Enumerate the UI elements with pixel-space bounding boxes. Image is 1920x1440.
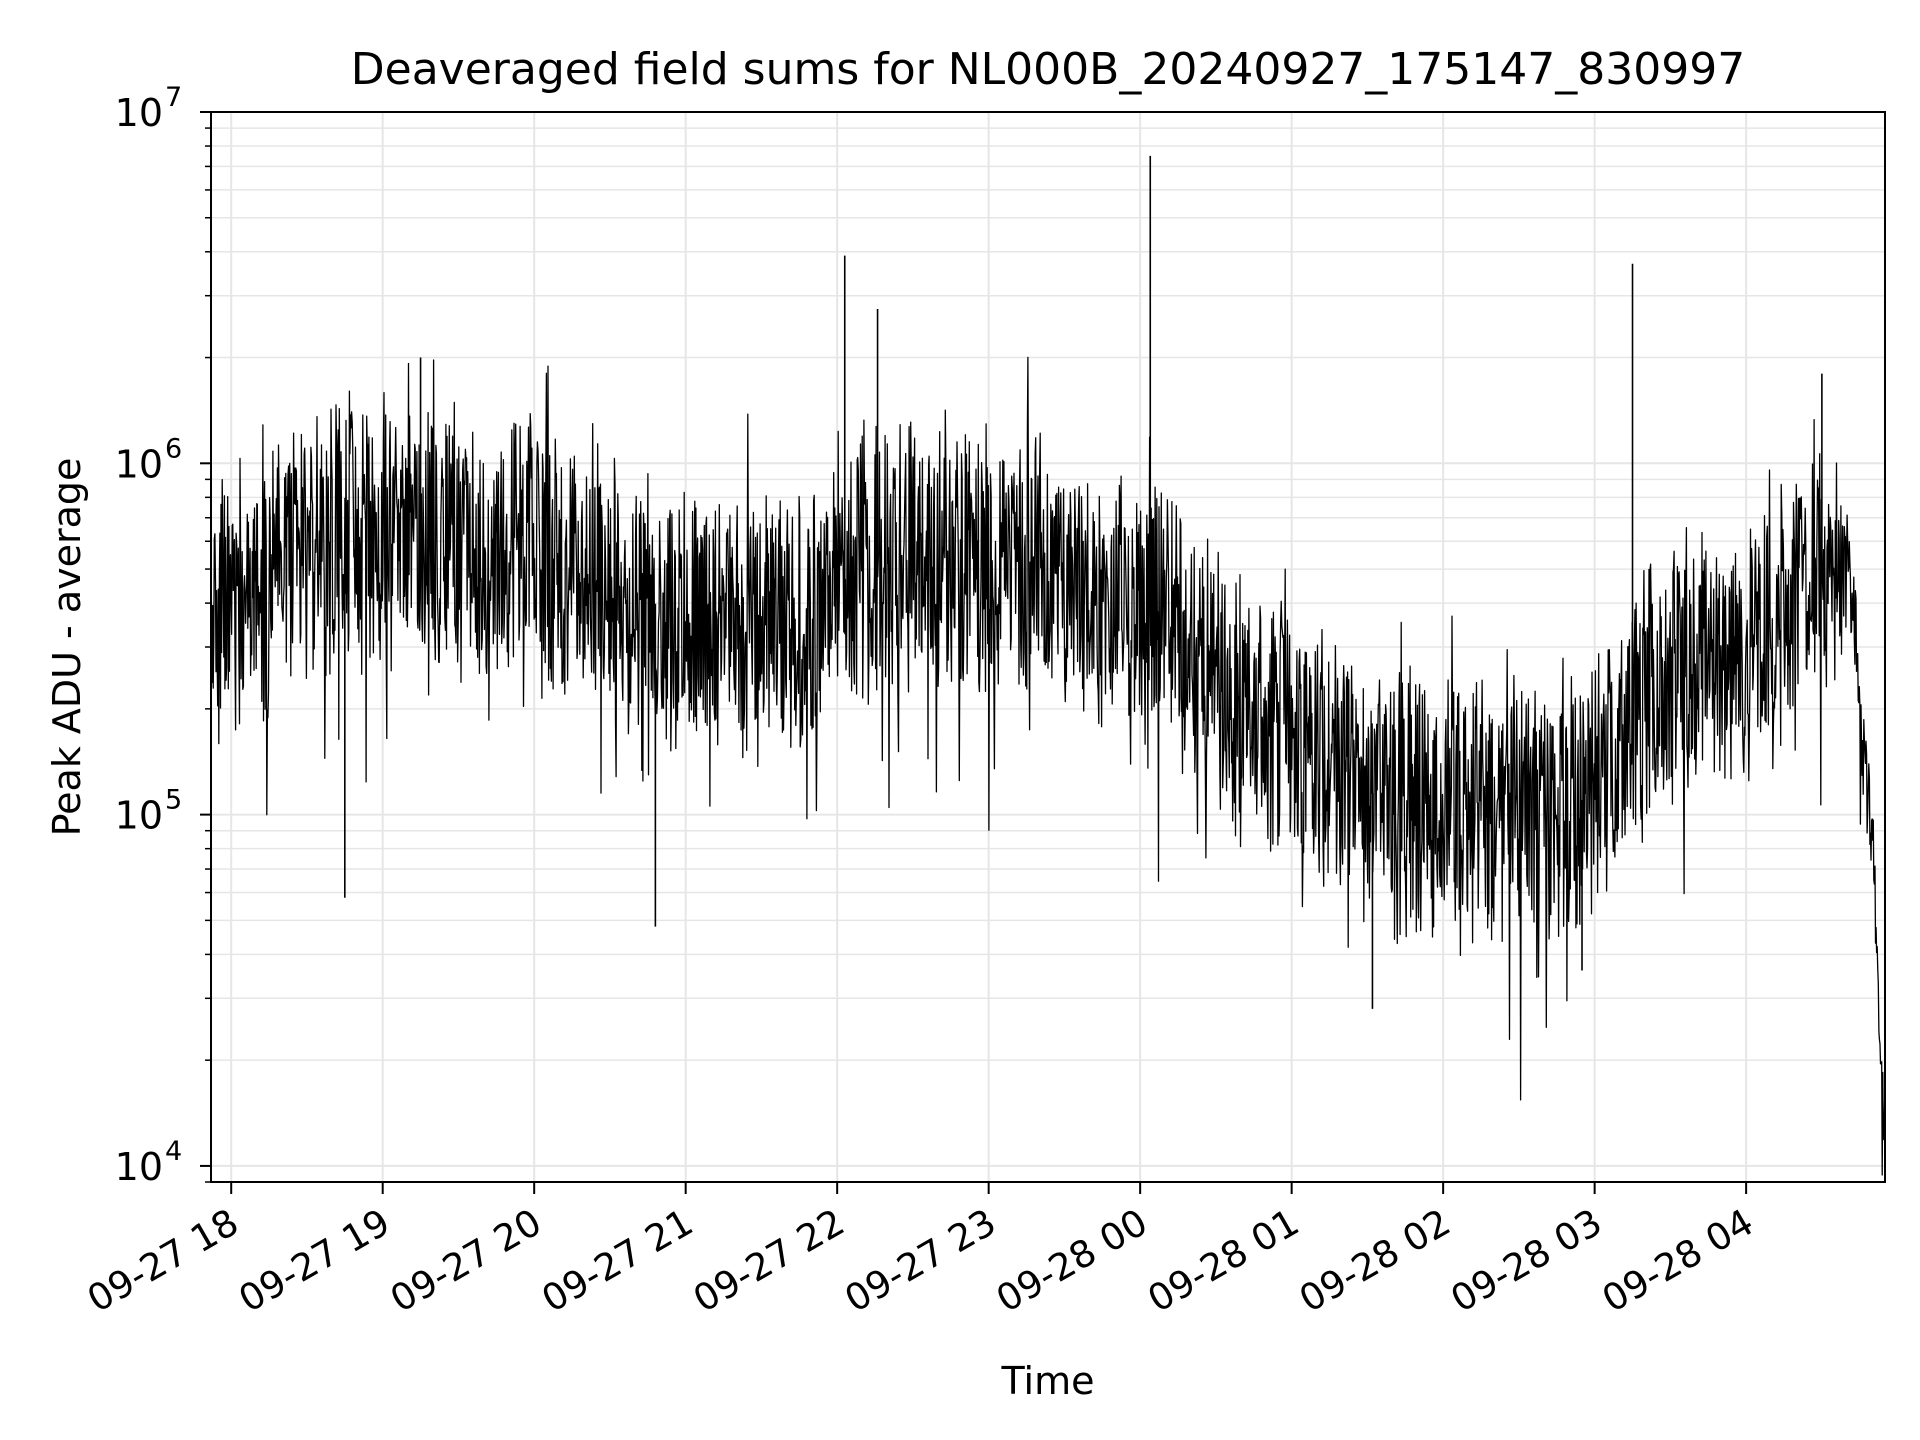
y-tick-label-exponent: 5	[165, 785, 182, 816]
y-tick-label: 10	[115, 1145, 163, 1189]
x-axis-label: Time	[1001, 1359, 1095, 1403]
y-tick-label: 10	[115, 91, 163, 135]
chart-title: Deaveraged field sums for NL000B_2024092…	[351, 44, 1745, 95]
y-tick-label-exponent: 4	[165, 1136, 182, 1167]
data-series	[210, 155, 1886, 1176]
series-line	[210, 356, 1886, 1176]
y-tick-label-exponent: 7	[165, 82, 182, 113]
y-tick-label: 10	[115, 794, 163, 838]
y-tick-label-exponent: 6	[165, 433, 182, 464]
y-tick-label: 10	[115, 442, 163, 486]
y-axis-label: Peak ADU - average	[45, 458, 89, 837]
